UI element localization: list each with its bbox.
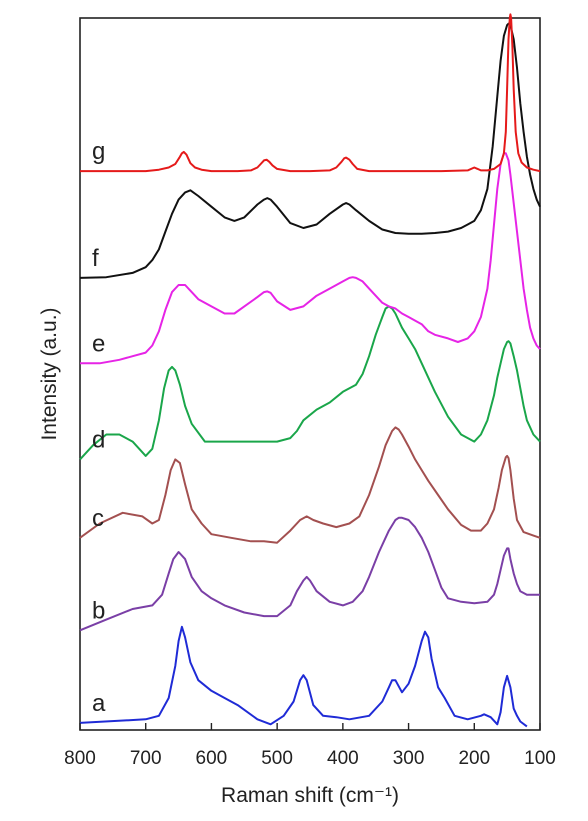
series-label-c: c: [92, 505, 104, 532]
x-tick-label: 400: [327, 748, 359, 769]
x-tick-label: 800: [64, 748, 96, 769]
series-line-e: [80, 152, 541, 365]
series-label-a: a: [92, 690, 106, 717]
series-label-e: e: [92, 330, 105, 357]
y-axis-label: Intensity (a.u.): [38, 307, 61, 440]
series-line-a: [79, 625, 528, 728]
x-tick-label: 600: [196, 748, 228, 769]
series-line-b: [79, 516, 540, 632]
x-tick-label: 700: [130, 748, 162, 769]
x-tick-label: 100: [524, 748, 556, 769]
series-label-d: d: [92, 426, 105, 453]
series-line-g: [80, 13, 541, 173]
series-label-b: b: [92, 597, 105, 624]
series-label-f: f: [92, 245, 99, 272]
series-line-f: [79, 22, 541, 279]
plot-frame: [79, 17, 541, 731]
x-axis-label: Raman shift (cm⁻¹): [221, 784, 399, 807]
x-tick-label: 200: [458, 748, 490, 769]
series-label-layer: a b c d e f g: [92, 138, 106, 717]
series-label-g: g: [92, 138, 105, 165]
series-line-c: [79, 426, 541, 544]
x-tick-label: 300: [393, 748, 425, 769]
series-layer: [79, 13, 541, 728]
x-tick-label: 500: [261, 748, 293, 769]
series-line-d: [79, 305, 541, 461]
x-tick-layer: 800 700 600 500 400 300 200 100: [64, 723, 556, 769]
